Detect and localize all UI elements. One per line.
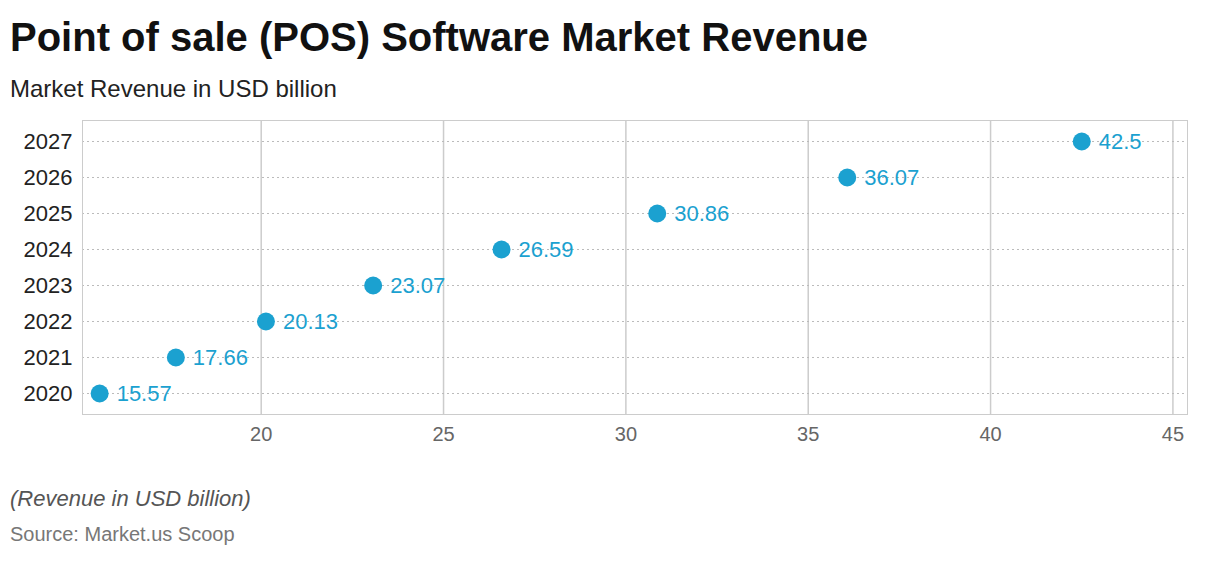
html-text:Market Revenue in USD billion: Market Revenue in USD billion	[10, 75, 337, 102]
html-text:(Revenue in USD billion): (Revenue in USD billion)	[10, 486, 251, 511]
html-text:Point of sale (POS) Software M: Point of sale (POS) Software Market Reve…	[10, 15, 868, 59]
svg-text:30.86: 30.86	[674, 201, 729, 226]
svg-text:17.66: 17.66	[193, 345, 248, 370]
svg-text:30: 30	[615, 423, 637, 445]
svg-text:15.57: 15.57	[117, 381, 172, 406]
svg-text:2021: 2021	[24, 345, 73, 370]
svg-text:2023: 2023	[24, 273, 73, 298]
svg-text:40: 40	[979, 423, 1001, 445]
html-text:Source: Market.us Scoop: Source: Market.us Scoop	[10, 523, 235, 545]
svg-text:25: 25	[432, 423, 454, 445]
svg-text:20.13: 20.13	[283, 309, 338, 334]
svg-text:2024: 2024	[24, 237, 73, 262]
svg-text:2022: 2022	[24, 309, 73, 334]
svg-text:42.5: 42.5	[1099, 129, 1142, 154]
svg-text:26.59: 26.59	[519, 237, 574, 262]
svg-text:2027: 2027	[24, 129, 73, 154]
svg-text:36.07: 36.07	[864, 165, 919, 190]
svg-text:2025: 2025	[24, 201, 73, 226]
svg-text:20: 20	[250, 423, 272, 445]
svg-text:2020: 2020	[24, 381, 73, 406]
svg-text:23.07: 23.07	[390, 273, 445, 298]
svg-text:45: 45	[1162, 423, 1184, 445]
svg-text:2026: 2026	[24, 165, 73, 190]
svg-text:35: 35	[797, 423, 819, 445]
